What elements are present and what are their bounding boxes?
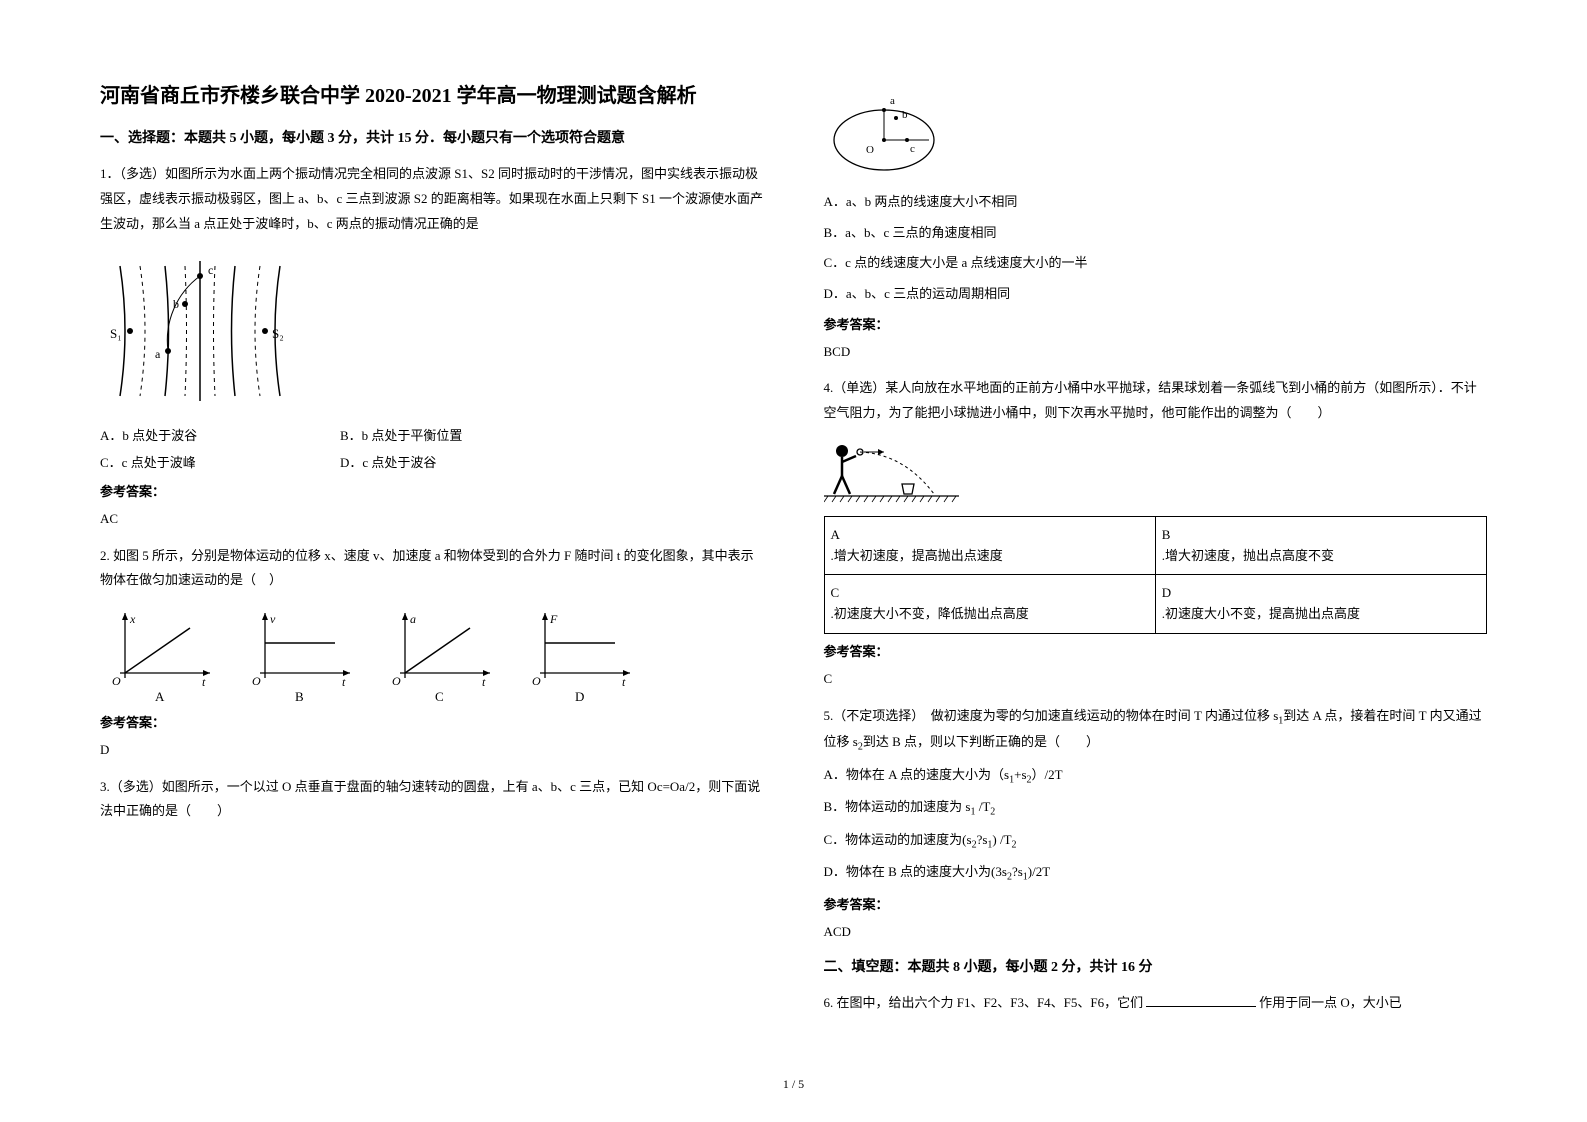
- q1-optA: A．b 点处于波谷: [100, 426, 340, 447]
- q4-diagram: [824, 436, 1488, 506]
- svg-text:O: O: [392, 674, 401, 688]
- q4-choice-table: A.增大初速度，提高抛出点速度 B.增大初速度，抛出点高度不变 C.初速度大小不…: [824, 516, 1488, 634]
- q2-answer: D: [100, 740, 764, 761]
- q4-text: 4.（单选）某人向放在水平地面的正前方小桶中水平抛球，结果球划着一条弧线飞到小桶…: [824, 376, 1488, 425]
- svg-text:x: x: [129, 612, 136, 626]
- q1-options-row2: C．c 点处于波峰 D．c 点处于波谷: [100, 453, 764, 474]
- label-s2: S₂: [272, 326, 284, 341]
- label-s1: S₁: [110, 326, 122, 341]
- q1-options-row1: A．b 点处于波谷 B．b 点处于平衡位置: [100, 426, 764, 447]
- section2-heading: 二、填空题：本题共 8 小题，每小题 2 分，共计 16 分: [824, 957, 1488, 979]
- disk-diagram-svg: O a b c: [824, 90, 954, 180]
- svg-text:O: O: [112, 674, 121, 688]
- q1-optD: D．c 点处于波谷: [340, 453, 580, 474]
- q5-optD: D．物体在 B 点的速度大小为(3s2?s1)/2T: [824, 860, 1488, 887]
- page-number: 1 / 5: [783, 1075, 804, 1094]
- svg-text:C: C: [435, 689, 444, 703]
- left-column: 河南省商丘市乔楼乡联合中学 2020-2021 学年高一物理测试题含解析 一、选…: [100, 80, 764, 1022]
- q1-optC: C．c 点处于波峰: [100, 453, 340, 474]
- interference-diagram-svg: S₁ S₂ c b a: [100, 246, 300, 416]
- graphs-svg: x t O A v t O B: [100, 603, 660, 703]
- svg-text:O: O: [532, 674, 541, 688]
- exam-title: 河南省商丘市乔楼乡联合中学 2020-2021 学年高一物理测试题含解析: [100, 80, 764, 112]
- q3-text: 3.（多选）如图所示，一个以过 O 点垂直于盘面的轴匀速转动的圆盘，上有 a、b…: [100, 775, 764, 824]
- svg-text:b: b: [902, 109, 908, 121]
- svg-text:t: t: [482, 675, 486, 689]
- q4-answer-label: 参考答案：: [824, 642, 1488, 663]
- q5-optA: A．物体在 A 点的速度大小为（s1+s2）/2T: [824, 763, 1488, 790]
- q1-answer-label: 参考答案：: [100, 482, 764, 503]
- svg-text:O: O: [866, 144, 874, 156]
- q1-optB: B．b 点处于平衡位置: [340, 426, 580, 447]
- q1-diagram: S₁ S₂ c b a: [100, 246, 764, 416]
- q3-optA: A．a、b 两点的线速度大小不相同: [824, 190, 1488, 215]
- q4-answer: C: [824, 669, 1488, 690]
- q3-diagram: O a b c: [824, 90, 1488, 180]
- svg-text:a: a: [890, 95, 895, 107]
- q3-optB: B．a、b、c 三点的角速度相同: [824, 221, 1488, 246]
- svg-text:v: v: [270, 612, 276, 626]
- q3-optD: D．a、b、c 三点的运动周期相同: [824, 282, 1488, 307]
- q6-text: 6. 在图中，给出六个力 F1、F2、F3、F4、F5、F6，它们作用于同一点 …: [824, 991, 1488, 1016]
- q2-answer-label: 参考答案：: [100, 713, 764, 734]
- svg-text:t: t: [622, 675, 626, 689]
- svg-text:B: B: [295, 689, 304, 703]
- q3-optC: C．c 点的线速度大小是 a 点线速度大小的一半: [824, 251, 1488, 276]
- svg-text:F: F: [549, 612, 558, 626]
- q4-cellB: B.增大初速度，抛出点高度不变: [1155, 516, 1486, 575]
- label-c: c: [208, 263, 213, 277]
- q6-blank: [1146, 1006, 1256, 1007]
- svg-text:O: O: [252, 674, 261, 688]
- q1-text: 1．（多选）如图所示为水面上两个振动情况完全相同的点波源 S1、S2 同时振动时…: [100, 162, 764, 236]
- projectile-diagram-svg: [824, 436, 964, 506]
- q5-answer-label: 参考答案：: [824, 895, 1488, 916]
- q5-optC: C．物体运动的加速度为(s2?s1) /T2: [824, 828, 1488, 855]
- svg-text:D: D: [575, 689, 584, 703]
- label-b: b: [173, 297, 179, 311]
- section1-heading: 一、选择题：本题共 5 小题，每小题 3 分，共计 15 分．每小题只有一个选项…: [100, 128, 764, 150]
- q2-text: 2. 如图 5 所示，分别是物体运动的位移 x、速度 v、加速度 a 和物体受到…: [100, 544, 764, 593]
- q4-cellA: A.增大初速度，提高抛出点速度: [824, 516, 1155, 575]
- q5-optB: B．物体运动的加速度为 s1 /T2: [824, 795, 1488, 822]
- svg-text:c: c: [910, 143, 915, 155]
- svg-text:A: A: [155, 689, 165, 703]
- q5-text: 5.（不定项选择） 做初速度为零的匀加速直线运动的物体在时间 T 内通过位移 s…: [824, 704, 1488, 757]
- q2-diagram: x t O A v t O B: [100, 603, 764, 703]
- svg-text:t: t: [342, 675, 346, 689]
- q4-cellC: C.初速度大小不变，降低抛出点高度: [824, 575, 1155, 634]
- right-column: O a b c A．a、b 两点的线速度大小不相同 B．a、b、c 三点的角速度…: [824, 80, 1488, 1022]
- q4-cellD: D.初速度大小不变，提高抛出点高度: [1155, 575, 1486, 634]
- q3-answer: BCD: [824, 342, 1488, 363]
- q1-answer: AC: [100, 509, 764, 530]
- q5-answer: ACD: [824, 922, 1488, 943]
- q3-answer-label: 参考答案：: [824, 315, 1488, 336]
- label-a: a: [155, 347, 161, 361]
- svg-text:t: t: [202, 675, 206, 689]
- svg-text:a: a: [410, 612, 416, 626]
